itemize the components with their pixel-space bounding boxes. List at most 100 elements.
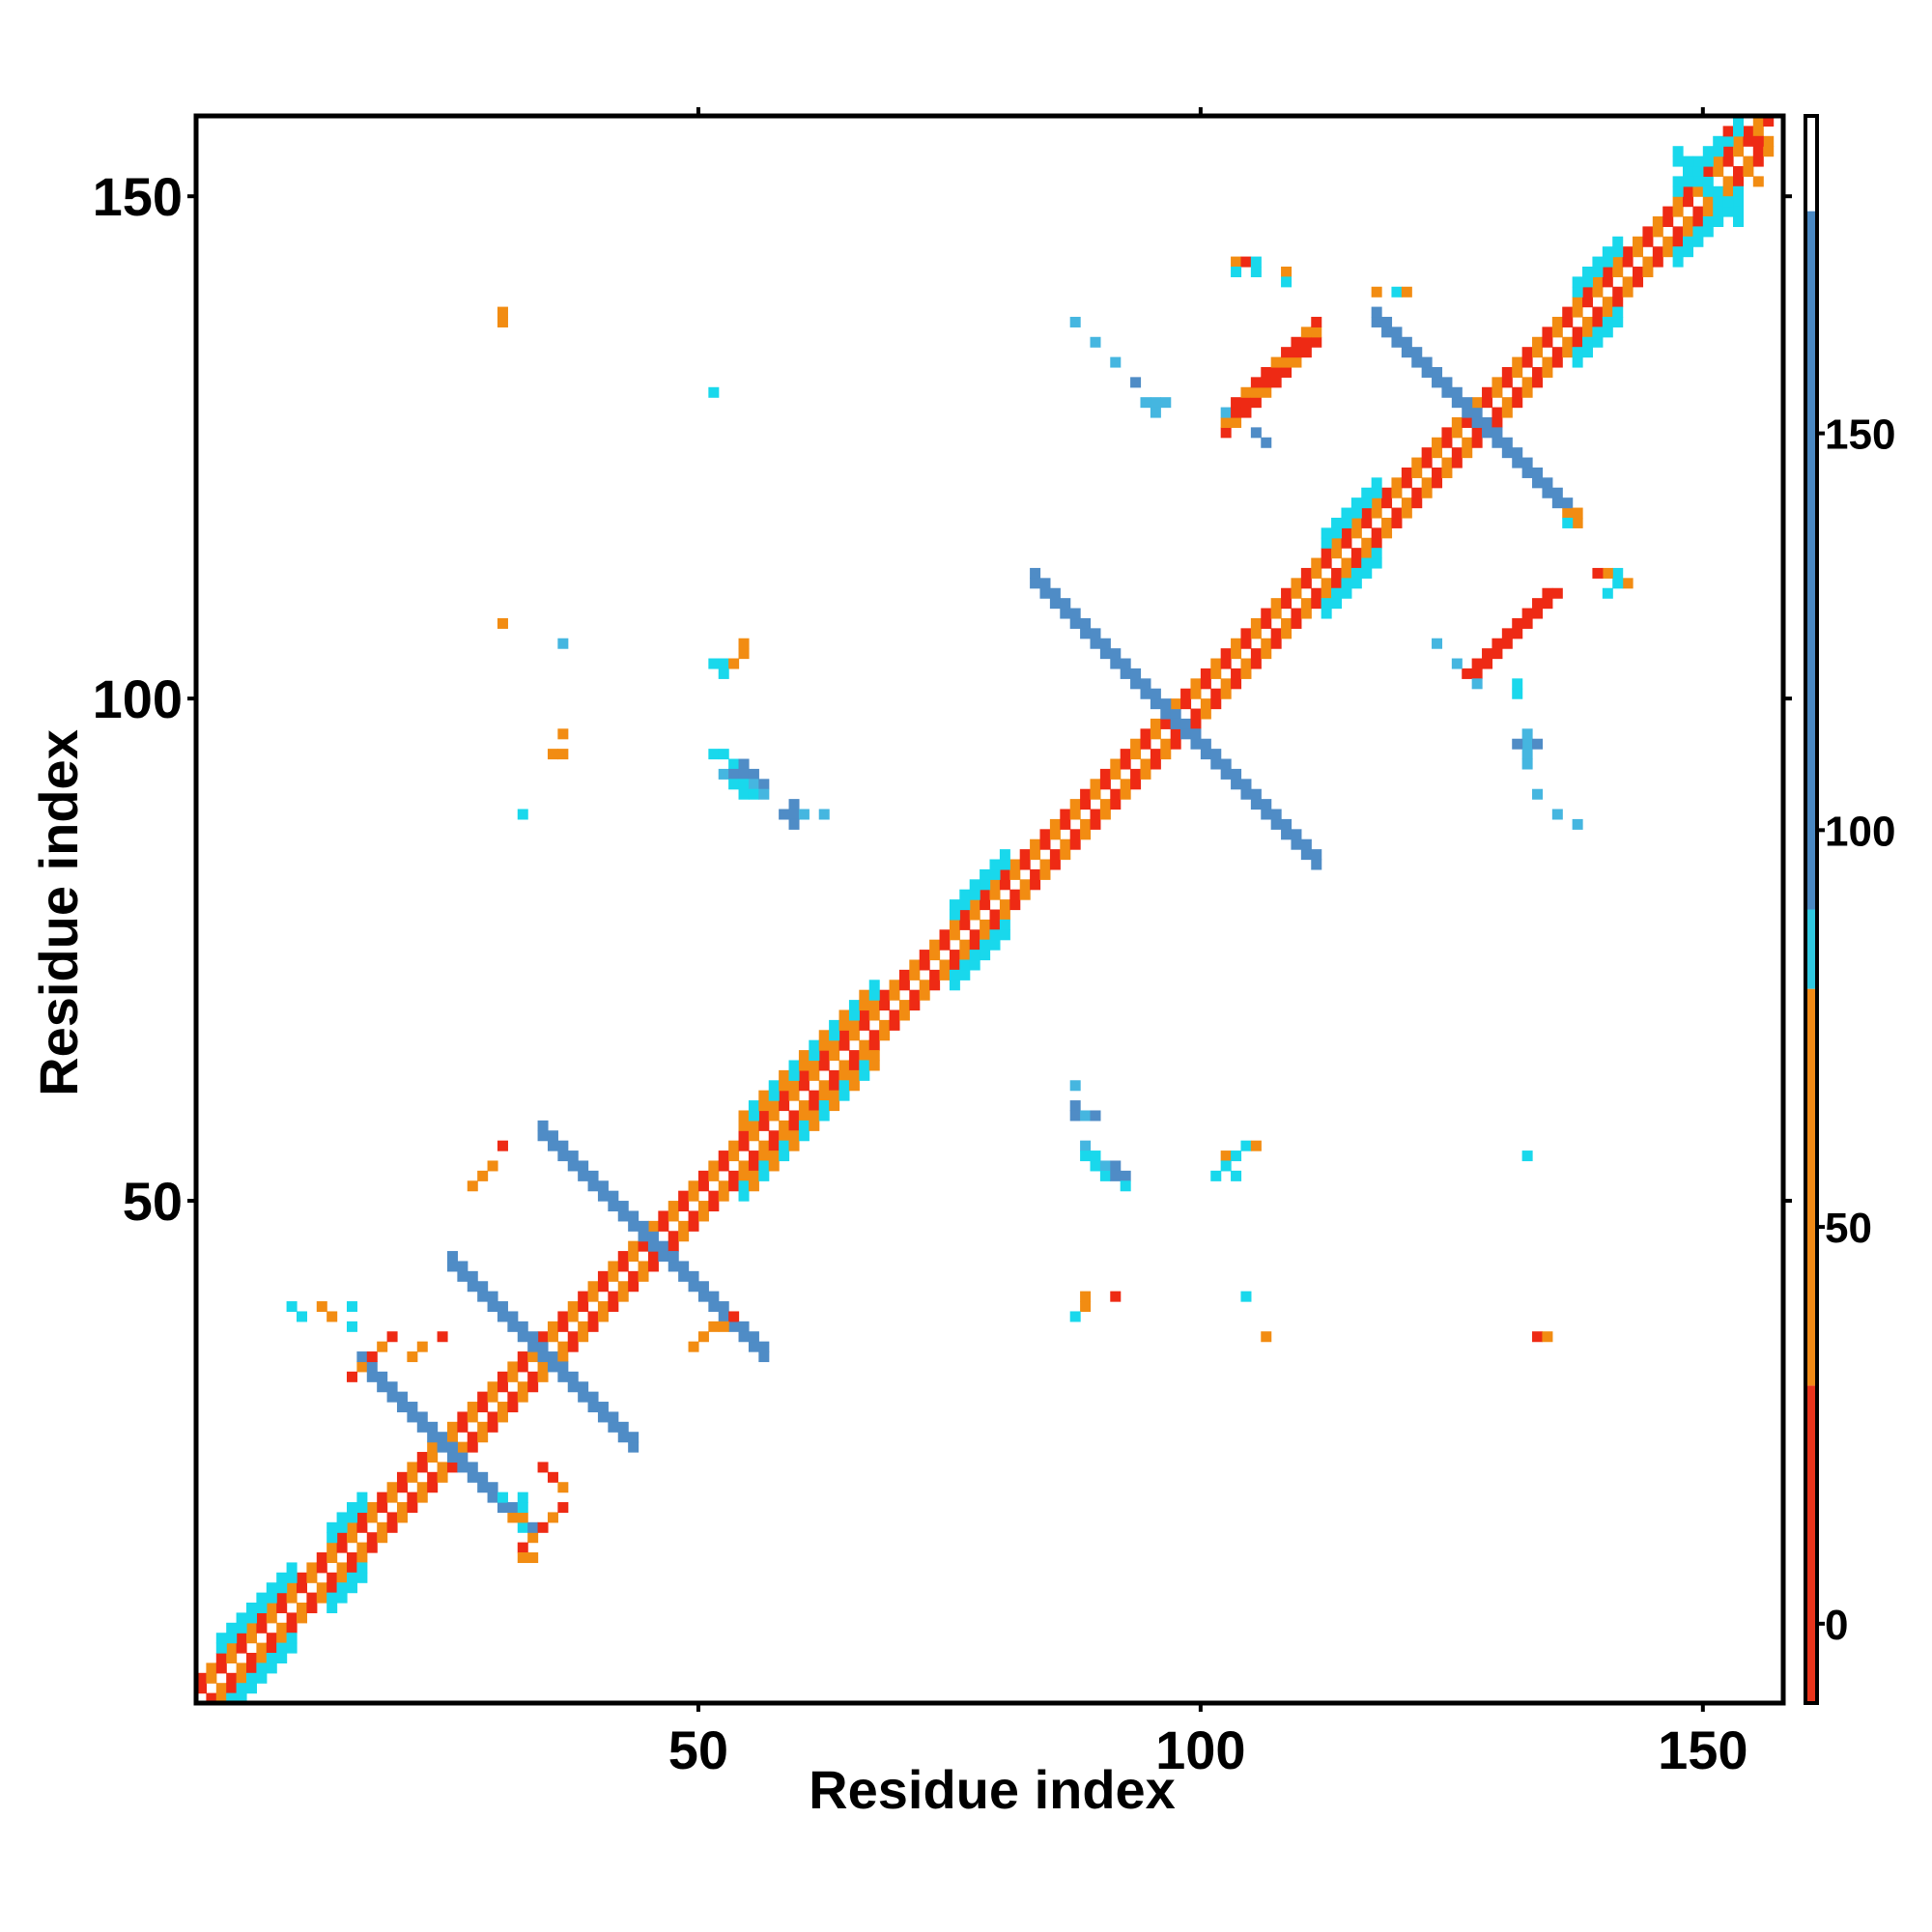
heatmap-cell [1652,226,1663,238]
heatmap-cell [1512,447,1523,459]
heatmap-cell [336,1582,348,1594]
heatmap-cell [1200,698,1211,710]
heatmap-cell [226,1633,238,1644]
heatmap-cell [809,1050,820,1062]
heatmap-cell [236,1633,247,1644]
heatmap-cell [1210,658,1222,669]
heatmap-cell [215,1662,227,1674]
heatmap-cell [1692,226,1704,238]
heatmap-cell [1190,728,1202,740]
heatmap-cell [1702,185,1714,197]
heatmap-cell [999,909,1010,921]
heatmap-cell [547,1331,558,1343]
heatmap-cell [226,1622,238,1634]
heatmap-cell [1321,537,1332,549]
heatmap-cell [1030,578,1041,589]
heatmap-cell [1501,638,1513,649]
heatmap-cell [1160,698,1172,710]
heatmap-cell [949,909,960,921]
heatmap-cell [728,1151,740,1162]
heatmap-cell [578,1391,589,1403]
heatmap-cell [969,950,980,961]
heatmap-cell [708,1170,720,1181]
heatmap-cell [949,969,960,980]
heatmap-cell [708,1190,720,1202]
heatmap-cell [386,1331,398,1343]
heatmap-cell [647,1261,659,1272]
heatmap-cell [1512,356,1523,368]
heatmap-cell [1683,226,1694,238]
heatmap-cell [327,1603,338,1614]
heatmap-cell [1521,386,1533,398]
heatmap-cell [1069,829,1081,840]
heatmap-cell [1250,377,1262,388]
heatmap-cell [1602,316,1613,327]
heatmap-cell [1300,567,1312,579]
heatmap-cell [1311,587,1322,599]
heatmap-cell [909,969,921,980]
heatmap-cell [245,1653,257,1664]
heatmap-cell [557,1321,569,1332]
heatmap-cell [1492,416,1503,428]
heatmap-cell [1752,156,1764,167]
heatmap-cell [1532,467,1544,478]
heatmap-cell [336,1572,348,1583]
heatmap-cell [748,1331,759,1343]
heatmap-cell [336,1542,348,1553]
heatmap-cell [336,1532,348,1544]
heatmap-cell [416,1492,428,1503]
heatmap-cell [949,929,960,941]
heatmap-cell [1501,407,1513,418]
heatmap-cell [547,1512,558,1523]
heatmap-cell [1231,1170,1242,1181]
heatmap-cell [697,1210,709,1222]
heatmap-cell [768,1100,780,1112]
heatmap-cell [356,1502,368,1514]
heatmap-cell [226,1692,238,1704]
heatmap-cell [226,1683,238,1694]
heatmap-cell [1733,206,1745,217]
heatmap-cell [356,1512,368,1523]
heatmap-cell [1250,266,1262,277]
heatmap-cell [1250,788,1262,800]
heatmap-cell [286,1562,298,1574]
heatmap-cell [829,1100,840,1112]
heatmap-cell [1572,356,1583,368]
heatmap-cell [346,1521,357,1533]
heatmap-cell [1512,366,1523,378]
heatmap-cell [1240,658,1252,669]
heatmap-cell [1190,738,1202,750]
heatmap-cell [316,1552,327,1564]
heatmap-cell [1532,336,1544,348]
heatmap-cell [989,859,1001,870]
heatmap-cell [1039,838,1051,850]
heatmap-cell [206,1692,217,1704]
heatmap-cell [898,1009,910,1021]
heatmap-cell [768,1110,780,1122]
heatmap-cell [829,1069,840,1081]
heatmap-cell [1270,377,1282,388]
heatmap-cell [1090,1151,1101,1162]
heatmap-cell [728,758,740,770]
heatmap-cell [1602,567,1613,579]
heatmap-cell [587,1170,599,1181]
heatmap-cell [969,909,980,921]
heatmap-cell [738,1170,750,1181]
heatmap-cell [1512,678,1523,690]
heatmap-cell [1090,809,1101,820]
heatmap-cell [1612,246,1624,258]
heatmap-cell [1733,196,1745,208]
heatmap-cell [1180,698,1192,710]
heatmap-cell [1521,738,1533,750]
heatmap-cell [1642,226,1654,238]
heatmap-cell [1110,799,1122,810]
heatmap-cell [366,1532,378,1544]
heatmap-cell [1683,176,1694,187]
heatmap-cell [1200,678,1211,690]
heatmap-cell [386,1512,398,1523]
heatmap-cell [477,1291,489,1302]
heatmap-cell [1582,336,1594,348]
x-tick-label: 100 [1155,1719,1245,1780]
heatmap-cell [738,638,750,649]
heatmap-cell [537,1351,549,1363]
